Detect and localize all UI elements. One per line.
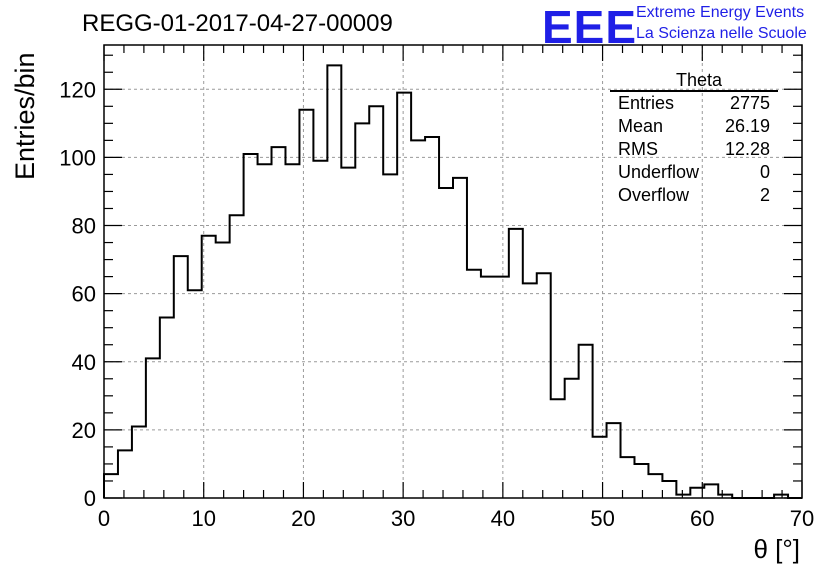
histogram-bin xyxy=(411,140,425,498)
histogram-bin xyxy=(299,110,313,498)
x-tick-label: 50 xyxy=(590,506,614,531)
x-tick-label: 20 xyxy=(291,506,315,531)
histogram-bin xyxy=(146,358,160,498)
stats-row-underflow: Underflow 0 xyxy=(610,161,778,184)
chart-title: REGG-01-2017-04-27-00009 xyxy=(82,10,393,37)
histogram-bin xyxy=(216,243,230,498)
logo-line-1: Extreme Energy Events xyxy=(636,4,805,21)
histogram-bin xyxy=(467,270,481,498)
grid-lines xyxy=(104,45,802,498)
histogram-bars xyxy=(103,64,802,499)
histogram-bin xyxy=(327,65,341,498)
stats-label: Underflow xyxy=(618,162,700,182)
histogram-bin xyxy=(593,437,607,498)
stats-value: 26.19 xyxy=(724,116,770,136)
y-tick-label: 20 xyxy=(72,418,96,443)
histogram-bin xyxy=(537,273,551,498)
y-tick-label: 40 xyxy=(72,350,96,375)
histogram-bin xyxy=(313,161,327,498)
x-tick-label: 70 xyxy=(790,506,814,531)
histogram-bin xyxy=(188,290,202,498)
histogram-bin xyxy=(523,283,537,498)
histogram-bin xyxy=(579,345,593,498)
histogram-bin xyxy=(397,93,411,498)
stats-row-mean: Mean 26.19 xyxy=(610,115,778,138)
histogram-bin xyxy=(648,474,662,498)
histogram-bin xyxy=(104,474,118,498)
stats-title: Theta xyxy=(610,70,778,92)
stats-row-entries: Entries 2775 xyxy=(610,92,778,115)
plot-frame xyxy=(103,44,803,499)
y-axis-label: Entries/bin xyxy=(10,52,40,180)
histogram-bin xyxy=(118,450,132,498)
histogram-bin xyxy=(272,147,286,498)
histogram-bin xyxy=(285,164,299,498)
histogram-bin xyxy=(174,256,188,498)
histogram-bin xyxy=(495,277,509,498)
eee-logo: EEE xyxy=(542,1,638,53)
histogram-bin xyxy=(439,188,453,498)
histogram-bin xyxy=(425,137,439,498)
stats-value: 2775 xyxy=(729,93,770,113)
histogram-bin xyxy=(383,174,397,498)
histogram-step-line xyxy=(103,64,802,499)
x-axis-label: θ [°] xyxy=(753,534,800,564)
histogram-bin xyxy=(565,379,579,498)
histogram-bin xyxy=(453,178,467,498)
x-tick-label: 60 xyxy=(690,506,714,531)
histogram-bin xyxy=(509,229,523,498)
stats-label: Overflow xyxy=(618,185,690,205)
histogram-bin xyxy=(160,317,174,498)
histogram-bin xyxy=(634,464,648,498)
stats-label: RMS xyxy=(618,139,658,159)
stats-value: 12.28 xyxy=(724,139,770,159)
plot-border xyxy=(103,44,803,499)
x-tick-label: 30 xyxy=(391,506,415,531)
stats-value: 0 xyxy=(759,162,770,182)
histogram-bin xyxy=(369,106,383,498)
histogram-bin xyxy=(607,423,621,498)
histogram-bin xyxy=(341,168,355,498)
y-tick-label: 120 xyxy=(59,77,96,102)
histogram-bin xyxy=(481,277,495,498)
histogram-bin xyxy=(258,164,272,498)
y-tick-label: 100 xyxy=(59,145,96,170)
y-tick-label: 0 xyxy=(84,486,96,511)
stats-box: Theta Entries 2775 Mean 26.19 RMS 12.28 … xyxy=(610,70,778,207)
histogram-bin xyxy=(202,236,216,498)
x-tick-label: 0 xyxy=(98,506,110,531)
stats-label: Entries xyxy=(618,93,675,113)
stats-label: Mean xyxy=(618,116,664,136)
histogram-bin xyxy=(230,215,244,498)
y-tick-label: 80 xyxy=(72,214,96,239)
x-tick-label: 10 xyxy=(191,506,215,531)
histogram-bin xyxy=(244,154,258,498)
histogram-bin xyxy=(551,399,565,498)
x-tick-label: 40 xyxy=(491,506,515,531)
x-axis-ticks: 0 10 20 30 40 50 60 70 xyxy=(98,45,814,531)
histogram-bin xyxy=(704,484,718,498)
y-tick-label: 60 xyxy=(72,282,96,307)
stats-row-rms: RMS 12.28 xyxy=(610,138,778,161)
histogram-bin xyxy=(355,123,369,498)
stats-row-overflow: Overflow 2 xyxy=(610,184,778,207)
histogram-bin xyxy=(132,426,146,498)
logo-line-2: La Scienza nelle Scuole xyxy=(636,25,807,42)
stats-value: 2 xyxy=(759,185,770,205)
histogram-bin xyxy=(662,481,676,498)
